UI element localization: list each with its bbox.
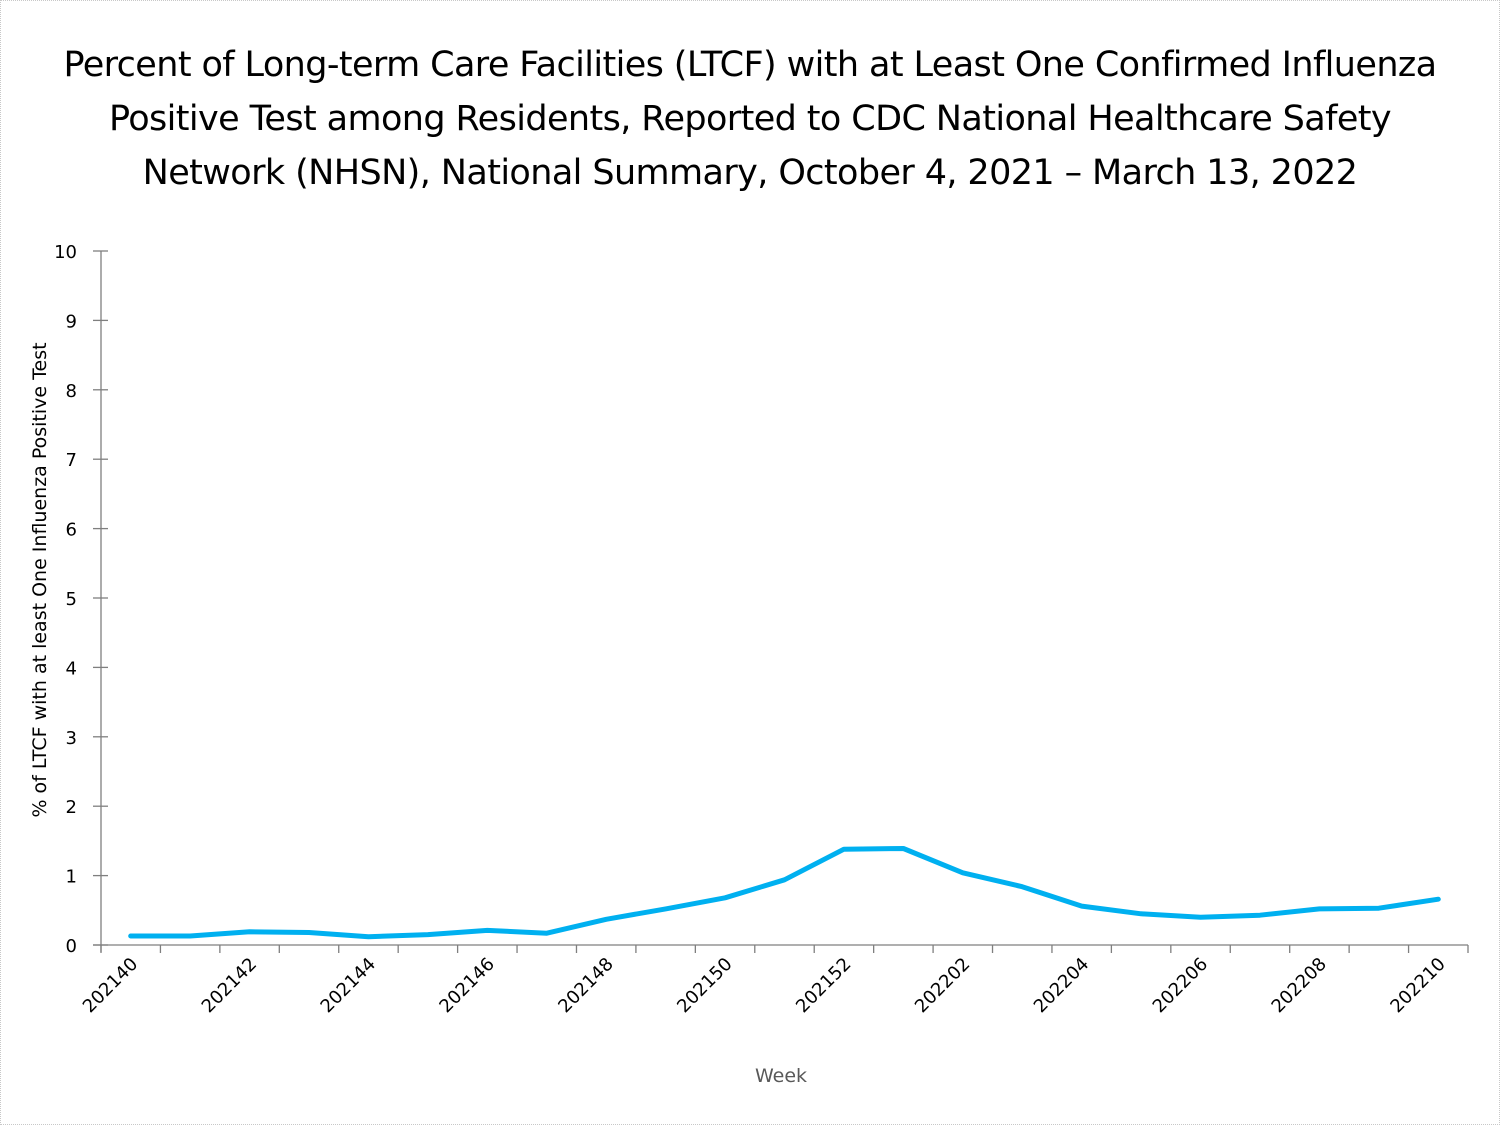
y-tick-label: 0 [66,936,77,957]
y-tick-label: 1 [66,867,77,888]
y-tick-label: 9 [66,311,77,332]
series [128,846,1441,940]
x-tick-label: 202210 [1386,954,1449,1017]
y-tick-label: 6 [66,520,77,541]
y-tick-label: 8 [66,381,77,402]
x-tick-label: 202152 [792,954,855,1017]
y-tick-label: 5 [66,589,77,610]
y-tick-label: 2 [66,797,77,818]
x-tick-label: 202208 [1268,954,1331,1017]
x-tick-label: 202206 [1149,954,1212,1017]
y-axis: 0 1 2 3 4 5 6 7 8 9 10 [54,242,108,957]
x-axis: 202140 202142 202144 202146 202148 202150 2021… [79,944,1469,1017]
chart-title-line-3: Network (NHSN), National Summary, Octobe… [142,153,1358,193]
x-tick-label: 202204 [1030,954,1093,1017]
x-tick-label: 202202 [911,954,974,1017]
y-axis-title: % of LTCF with at least One Influenza Po… [29,342,51,817]
chart-title: Percent of Long-term Care Facilities (LT… [0,38,1500,200]
series-line [128,846,1441,940]
y-tick-label: 3 [66,728,77,749]
y-tick-label: 4 [66,658,77,679]
x-tick-label: 202142 [198,954,261,1017]
y-tick-label: 10 [54,242,77,263]
x-tick-label: 202146 [435,954,498,1017]
chart-title-line-1: Percent of Long-term Care Facilities (LT… [63,45,1437,85]
x-tick-label: 202148 [554,954,617,1017]
y-tick-label: 7 [66,450,77,471]
chart-title-line-2: Positive Test among Residents, Reported … [108,99,1392,139]
x-tick-label: 202140 [79,954,142,1017]
x-tick-label: 202144 [317,954,380,1017]
x-axis-title: Week [755,1065,807,1087]
x-tick-label: 202150 [673,954,736,1017]
